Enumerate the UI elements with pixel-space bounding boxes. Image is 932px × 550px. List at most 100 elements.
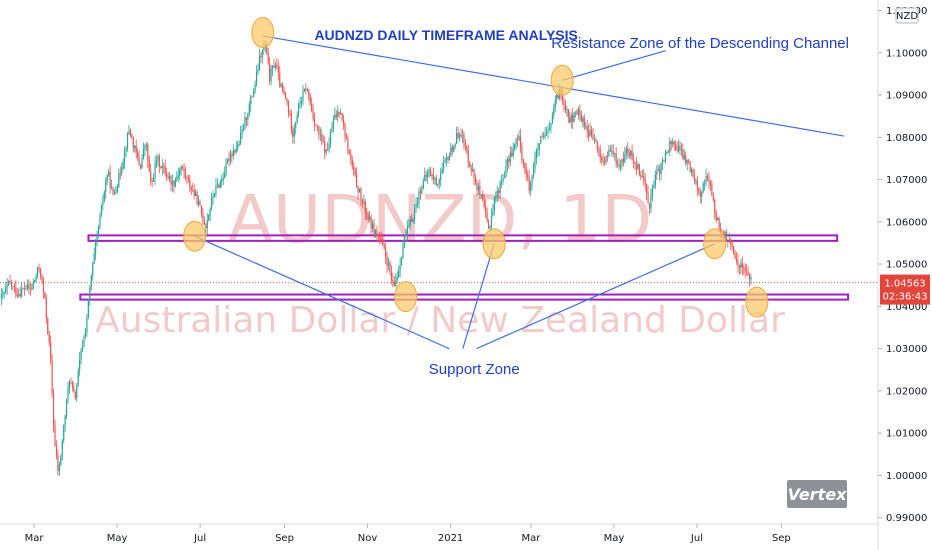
candle-body-60 — [87, 300, 89, 318]
candle-body-329 — [477, 186, 480, 190]
candle-body-141 — [205, 224, 207, 228]
candle-body-44 — [64, 415, 66, 426]
candle-body-107 — [155, 159, 158, 164]
candle-body-120 — [174, 179, 176, 187]
candle-body-296 — [429, 169, 432, 177]
candle-body-359 — [521, 146, 523, 160]
candle-body-86 — [125, 148, 127, 150]
candle-body-282 — [409, 219, 411, 226]
candle-body-157 — [228, 159, 230, 161]
candle-body-429 — [622, 158, 625, 163]
candle-body-421 — [611, 150, 613, 152]
candle-body-52 — [76, 385, 78, 399]
candle-body-487 — [706, 176, 709, 179]
candle-body-177 — [257, 69, 259, 72]
candle-body-105 — [153, 178, 155, 182]
candle-body-512 — [743, 267, 745, 269]
currency-label: NZD — [896, 11, 918, 22]
y-tick-label-7: 1.04000 — [886, 302, 927, 313]
candle-body-168 — [244, 117, 246, 129]
candle-body-55 — [80, 349, 82, 360]
currency-badge[interactable]: NZD — [895, 7, 919, 24]
candle-body-90 — [131, 135, 133, 138]
candle-body-350 — [508, 159, 510, 163]
candle-body-41 — [60, 455, 62, 466]
y-tick-label-9: 1.02000 — [886, 386, 927, 397]
candle-body-224 — [325, 149, 327, 153]
candle-body-475 — [689, 161, 691, 173]
candle-body-123 — [179, 169, 181, 175]
candle-body-242 — [351, 159, 353, 167]
candle-body-156 — [226, 159, 229, 163]
candle-body-344 — [499, 181, 501, 193]
candle-body-517 — [750, 277, 752, 280]
candle-body-220 — [319, 134, 321, 136]
candle-body-4 — [6, 285, 8, 288]
candle-body-150 — [218, 184, 220, 188]
candle-body-138 — [200, 205, 203, 214]
highlight-circle-6 — [745, 286, 769, 318]
candle-body-395 — [573, 112, 575, 122]
candle-body-285 — [414, 208, 416, 220]
candle-body-24 — [35, 276, 37, 280]
candle-body-112 — [163, 166, 165, 168]
y-tick-label-10: 1.01000 — [886, 429, 927, 440]
candle-body-72 — [105, 181, 107, 192]
candle-body-33 — [48, 334, 50, 343]
candle-body-165 — [240, 133, 242, 144]
candle-body-486 — [705, 176, 707, 183]
candle-body-149 — [216, 184, 219, 186]
candle-body-450 — [653, 185, 655, 189]
time-axis[interactable]: Mar May Jul Sep Nov 2021 Mar May Jul Sep — [25, 524, 791, 544]
candle-body-32 — [47, 318, 49, 335]
candle-body-270 — [392, 280, 394, 283]
candle-body-159 — [231, 154, 233, 156]
candle-body-127 — [184, 172, 187, 178]
candle-body-140 — [203, 221, 205, 225]
candle-body-12 — [18, 294, 20, 297]
candle-body-462 — [670, 141, 672, 144]
candle-body-100 — [145, 144, 147, 146]
candle-body-302 — [438, 180, 440, 184]
candle-body-23 — [34, 279, 36, 283]
annotations-layer: AUDNZD DAILY TIMEFRAME ANALYSISResistanc… — [314, 27, 849, 378]
candle-body-96 — [139, 164, 142, 169]
candle-body-318 — [461, 134, 464, 136]
candle-body-426 — [618, 163, 620, 168]
y-tick-label-4: 1.07000 — [886, 175, 927, 186]
candle-body-31 — [45, 298, 47, 319]
candle-body-275 — [399, 264, 401, 271]
candle-body-473 — [686, 160, 688, 164]
price-axis[interactable]: 1.110001.100001.090001.080001.070001.060… — [878, 6, 927, 524]
candle-body-63 — [92, 263, 94, 276]
candle-body-230 — [334, 114, 336, 119]
candle-body-121 — [176, 176, 178, 180]
candle-body-311 — [451, 147, 453, 152]
candle-body-474 — [688, 160, 690, 162]
candle-body-240 — [348, 152, 350, 154]
candle-body-39 — [57, 455, 59, 472]
candle-body-455 — [660, 163, 662, 175]
candle-body-501 — [727, 240, 729, 241]
watermark-layer: AUDNZD, 1D Australian Dollar / New Zeala… — [95, 181, 785, 341]
candle-body-510 — [740, 263, 742, 268]
candle-body-163 — [237, 144, 239, 149]
x-tick-label-5: 2021 — [438, 533, 463, 544]
candle-body-198 — [287, 101, 290, 113]
candle-body-373 — [541, 136, 543, 138]
candle-body-379 — [550, 123, 552, 129]
candle-body-37 — [54, 425, 56, 446]
candle-body-269 — [390, 272, 393, 281]
vertex-logo-text: Vertex — [788, 485, 847, 504]
highlight-circle-4 — [550, 64, 574, 96]
candle-body-445 — [646, 183, 648, 194]
candle-body-144 — [209, 208, 211, 215]
candle-body-68 — [99, 215, 101, 227]
candle-body-353 — [512, 148, 514, 156]
candle-body-236 — [342, 120, 345, 124]
candle-body-10 — [15, 287, 17, 295]
y-tick-label-3: 1.08000 — [886, 133, 927, 144]
candle-body-21 — [31, 288, 33, 290]
